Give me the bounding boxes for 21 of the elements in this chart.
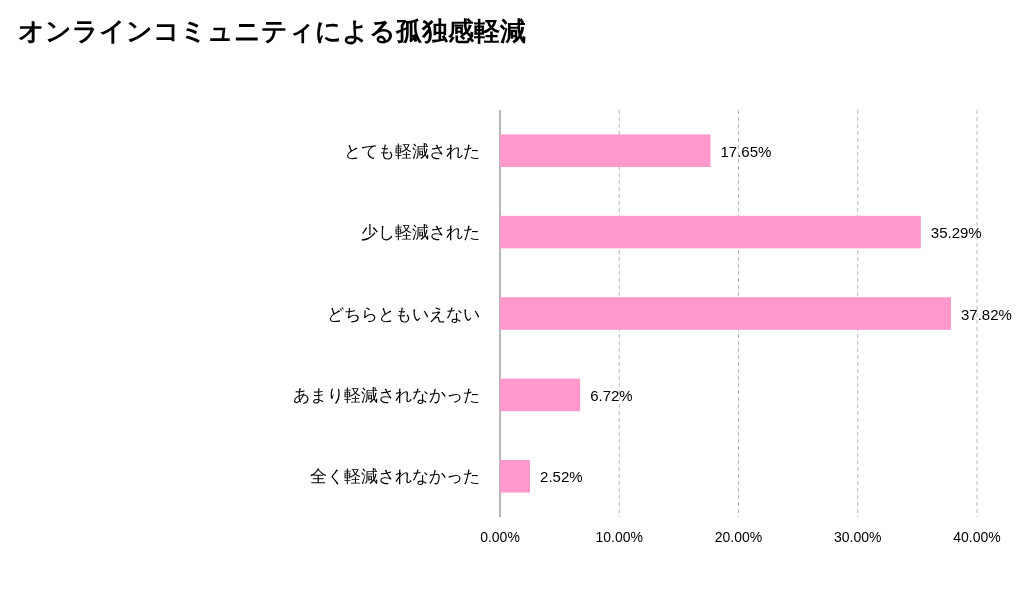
x-tick-label: 30.00% [834, 529, 882, 545]
data-label: 37.82% [961, 305, 1012, 323]
text: オンラインコミュニティによる孤独感軽減 [18, 16, 526, 46]
y-tick-label: とても軽減された [344, 141, 480, 161]
data-label: 35.29% [930, 224, 982, 242]
x-tick-label: 10.00% [595, 529, 643, 545]
y-tick-label: 少し軽減された [361, 223, 480, 243]
bar [500, 134, 711, 167]
y-tick-label: あまり軽減されなかった [293, 385, 480, 405]
bar [500, 215, 921, 249]
data-label: 2.52% [540, 468, 583, 486]
data-label: 17.65% [720, 142, 772, 160]
bar [500, 378, 581, 412]
y-tick-label: どちらともいえない [327, 304, 480, 324]
x-tick-label: 20.00% [714, 529, 763, 545]
x-tick-label: 40.00% [953, 529, 1001, 545]
bar [500, 460, 531, 493]
bar [500, 297, 951, 330]
y-tick-label: 全く軽減されなかった [310, 467, 480, 487]
data-label: 6.72% [590, 386, 633, 404]
x-tick-label: 0.00% [480, 529, 520, 545]
